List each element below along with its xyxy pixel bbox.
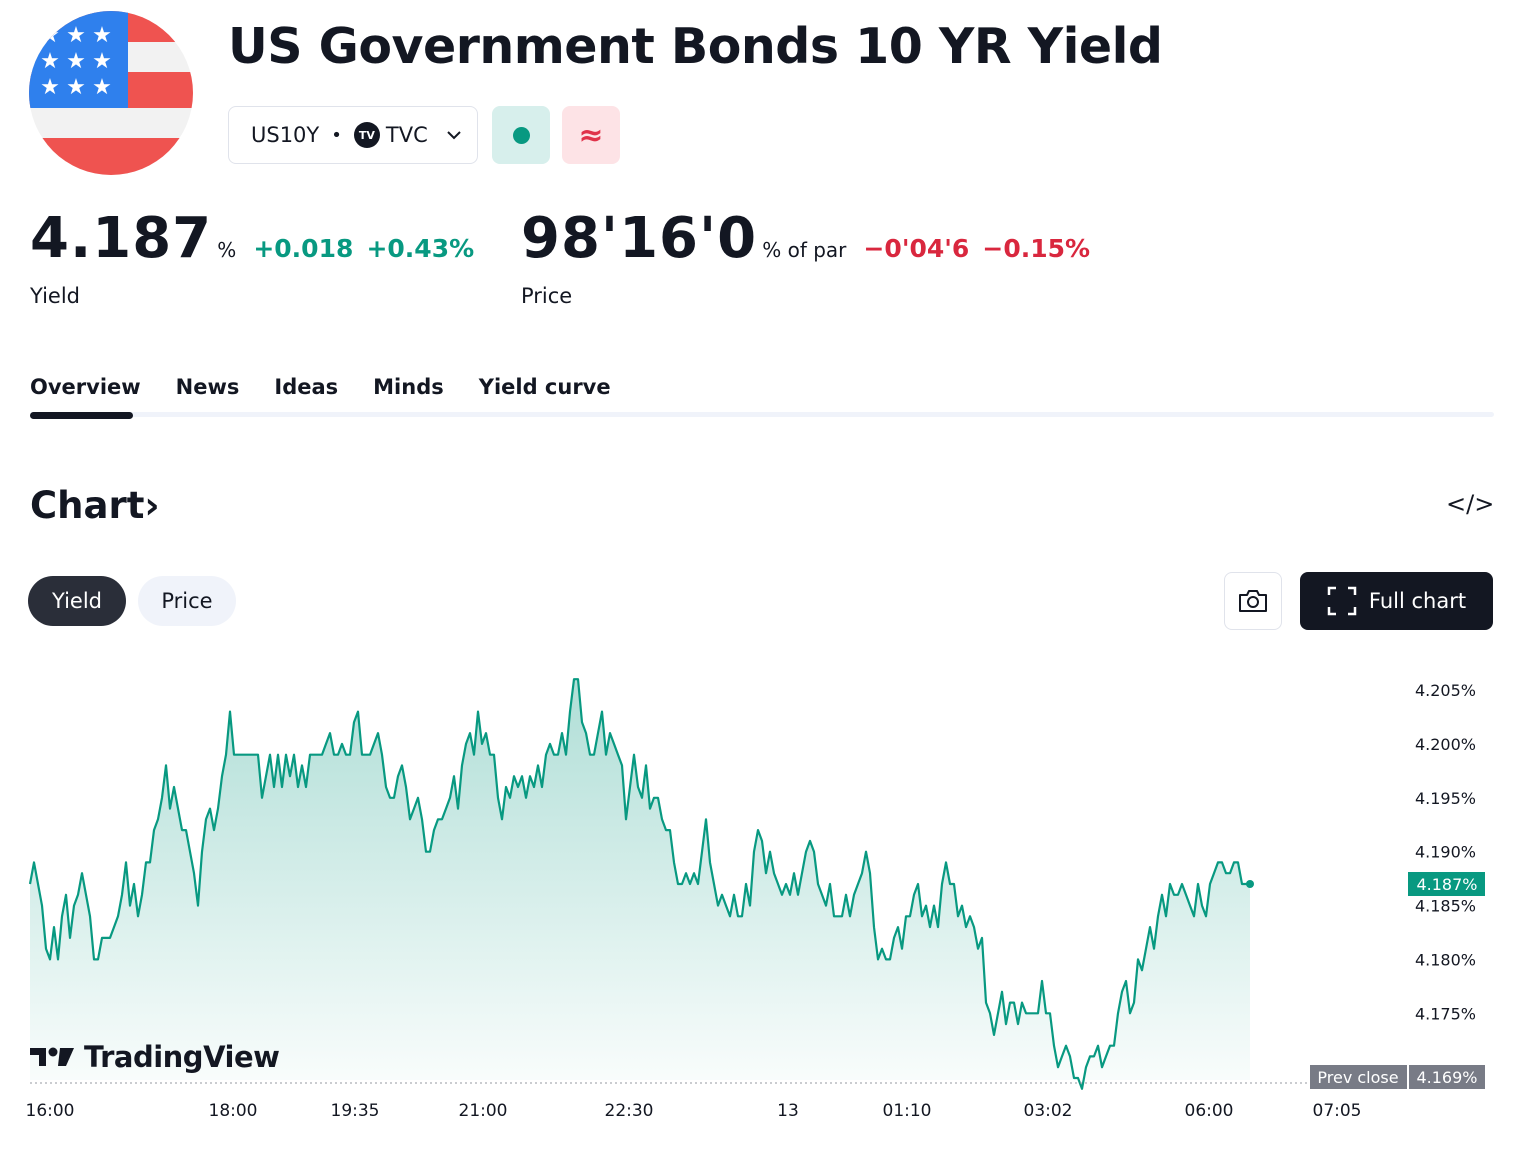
last-value-label: 4.187% — [1416, 875, 1477, 894]
price-value: 98'16'0 — [521, 206, 758, 271]
tab-divider — [30, 412, 1494, 417]
delayed-data-icon[interactable]: ≈ — [562, 106, 620, 164]
tab-ideas[interactable]: Ideas — [274, 375, 339, 399]
y-tick-label: 4.175% — [1415, 1004, 1476, 1023]
screenshot-button[interactable] — [1224, 572, 1282, 630]
y-tick-label: 4.200% — [1415, 735, 1476, 754]
prev-close-value-tag — [1409, 1065, 1485, 1089]
full-chart-label: Full chart — [1368, 589, 1467, 613]
x-tick-label: 22:30 — [605, 1101, 654, 1121]
svg-text:★: ★ — [40, 75, 60, 100]
x-tick-label: 18:00 — [209, 1101, 258, 1121]
series-line — [28, 678, 1250, 1090]
svg-text:★: ★ — [66, 75, 86, 100]
svg-text:★: ★ — [40, 23, 60, 48]
embed-code-icon[interactable]: </> — [1446, 490, 1495, 518]
tab-active-indicator — [30, 412, 133, 419]
yield-unit: % — [217, 238, 237, 262]
tab-overview[interactable]: Overview — [30, 375, 141, 399]
fullscreen-icon — [1327, 586, 1357, 616]
prev-close-value: 4.169% — [1416, 1068, 1477, 1087]
us-flag-logo: ★ ★ ★ ★ ★ ★ ★ ★ ★ — [29, 11, 193, 175]
exchange-name: TVC — [385, 123, 428, 147]
tradingview-wordmark: TradingView — [84, 1040, 280, 1074]
tradingview-watermark: TradingView — [30, 1040, 280, 1074]
chevron-right-icon: › — [144, 484, 160, 527]
series-area-fill — [30, 679, 1250, 1089]
price-unit: % of par — [762, 238, 847, 262]
price-quote: 98'16'0 % of par −0'04'6 −0.15% — [521, 206, 1090, 271]
y-tick-label: 4.185% — [1415, 897, 1476, 916]
svg-text:★: ★ — [40, 49, 60, 74]
market-open-status-icon[interactable] — [492, 106, 550, 164]
x-tick-label: 19:35 — [331, 1101, 380, 1121]
price-change: −0'04'6 — [863, 234, 970, 263]
x-tick-label: 06:00 — [1185, 1101, 1234, 1121]
price-label: Price — [521, 284, 573, 308]
yield-toggle-button[interactable]: Yield — [28, 576, 126, 626]
symbol-selector[interactable]: US10Y • TV TVC — [228, 106, 478, 164]
x-tick-label: 03:02 — [1024, 1101, 1073, 1121]
x-tick-label: 07:05 — [1313, 1101, 1362, 1121]
exchange-logo-icon: TV — [353, 122, 380, 148]
tab-yield-curve[interactable]: Yield curve — [478, 375, 611, 399]
svg-text:★: ★ — [92, 23, 112, 48]
yield-label: Yield — [30, 284, 80, 308]
prev-close-text: Prev close — [1317, 1068, 1398, 1087]
x-tick-label: 13 — [777, 1101, 799, 1121]
y-tick-label: 4.205% — [1415, 681, 1476, 700]
y-tick-label: 4.180% — [1415, 950, 1476, 969]
x-tick-label: 21:00 — [459, 1101, 508, 1121]
tab-news[interactable]: News — [175, 375, 240, 399]
price-change-pct: −0.15% — [982, 234, 1091, 263]
chevron-down-icon — [447, 131, 461, 140]
full-chart-button[interactable]: Full chart — [1300, 572, 1493, 630]
chart-heading-text: Chart — [30, 484, 145, 527]
yield-value: 4.187 — [30, 206, 213, 271]
last-value-tag — [1408, 872, 1485, 896]
camera-icon — [1239, 590, 1267, 612]
x-tick-label: 01:10 — [883, 1101, 932, 1121]
symbol-ticker: US10Y — [251, 123, 320, 147]
yield-quote: 4.187 % +0.018 +0.43% — [30, 206, 474, 271]
separator-dot: • — [331, 124, 342, 146]
chart-heading-link[interactable]: Chart› — [30, 484, 160, 527]
yield-change-pct: +0.43% — [366, 234, 475, 263]
yield-change: +0.018 — [253, 234, 354, 263]
prev-close-tag — [1310, 1065, 1407, 1089]
svg-text:★: ★ — [66, 23, 86, 48]
page-title: US Government Bonds 10 YR Yield — [228, 18, 1163, 75]
yield-chart[interactable]: Prev close 4.169% 4.175% 4.180% 4.185% 4.190… — [0, 640, 1536, 1140]
x-tick-label: 16:00 — [26, 1101, 75, 1121]
y-tick-label: 4.190% — [1415, 843, 1476, 862]
tradingview-logo-icon — [30, 1047, 74, 1066]
svg-text:★: ★ — [66, 49, 86, 74]
svg-text:★: ★ — [92, 75, 112, 100]
y-tick-label: 4.195% — [1415, 789, 1476, 808]
tab-bar: Overview News Ideas Minds Yield curve — [30, 375, 611, 399]
svg-text:★: ★ — [92, 49, 112, 74]
tab-minds[interactable]: Minds — [373, 375, 444, 399]
last-point-marker — [1246, 880, 1254, 888]
price-toggle-button[interactable]: Price — [138, 576, 236, 626]
